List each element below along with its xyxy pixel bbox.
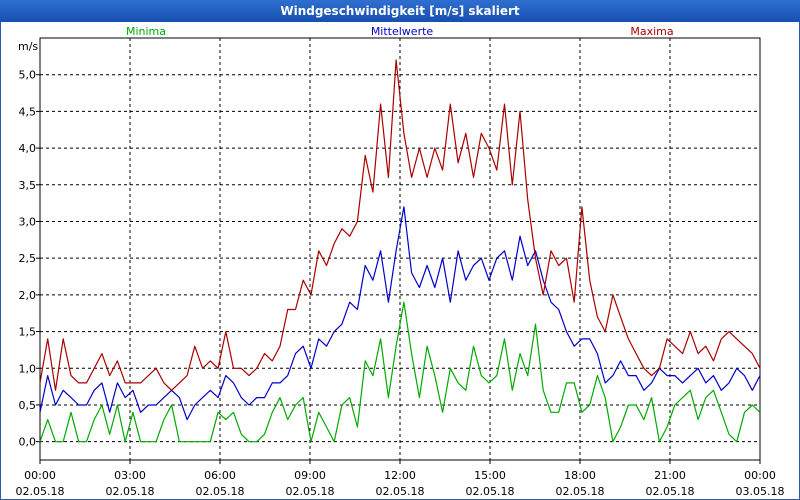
y-axis-unit: m/s (18, 40, 38, 53)
x-tick-date: 02.05.18 (286, 485, 335, 498)
x-tick-time: 09:00 (294, 469, 326, 482)
y-tick-label: 4,0 (19, 142, 37, 155)
series-line-mittelwerte (39, 206, 761, 421)
y-tick-label: 2,5 (19, 252, 37, 265)
series-line-maxima (39, 59, 761, 391)
x-tick-date: 02.05.18 (646, 485, 695, 498)
grid-lines (36, 38, 761, 464)
y-tick-label: 3,0 (19, 215, 37, 228)
legend-mittelwerte: Mittelwerte (371, 25, 434, 38)
x-tick-time: 03:00 (114, 469, 146, 482)
y-tick-label: 0,5 (19, 399, 37, 412)
x-tick-date: 02.05.18 (106, 485, 155, 498)
legend-maxima: Maxima (630, 25, 673, 38)
y-tick-label: 3,5 (19, 179, 37, 192)
x-tick-time: 18:00 (564, 469, 596, 482)
x-tick-time: 06:00 (204, 469, 236, 482)
y-tick-label: 0,0 (19, 436, 37, 449)
x-tick-date: 03.05.18 (736, 485, 785, 498)
x-tick-time: 15:00 (474, 469, 506, 482)
x-tick-time: 12:00 (384, 469, 416, 482)
y-tick-label: 4,5 (19, 105, 37, 118)
x-tick-date: 02.05.18 (376, 485, 425, 498)
x-tick-date: 02.05.18 (16, 485, 65, 498)
y-tick-label: 1,5 (19, 326, 37, 339)
series-lines (39, 59, 761, 443)
y-tick-label: 1,0 (19, 362, 37, 375)
series-line-minima (39, 301, 761, 443)
x-tick-time: 00:00 (744, 469, 776, 482)
x-tick-date: 02.05.18 (196, 485, 245, 498)
x-tick-date: 02.05.18 (466, 485, 515, 498)
axis-labels: 0,0 0,5 1,0 1,5 2,0 2,5 3,0 3,5 4,0 4,5 5,0 00:00 02… (16, 69, 785, 498)
legend-minima: Minima (126, 25, 166, 38)
x-tick-date: 02.05.18 (556, 485, 605, 498)
x-tick-time: 00:00 (24, 469, 56, 482)
y-tick-label: 2,0 (19, 289, 37, 302)
x-tick-time: 21:00 (654, 469, 686, 482)
chart-title: Windgeschwindigkeit [m/s] skaliert (0, 0, 800, 22)
y-tick-label: 5,0 (19, 69, 37, 82)
